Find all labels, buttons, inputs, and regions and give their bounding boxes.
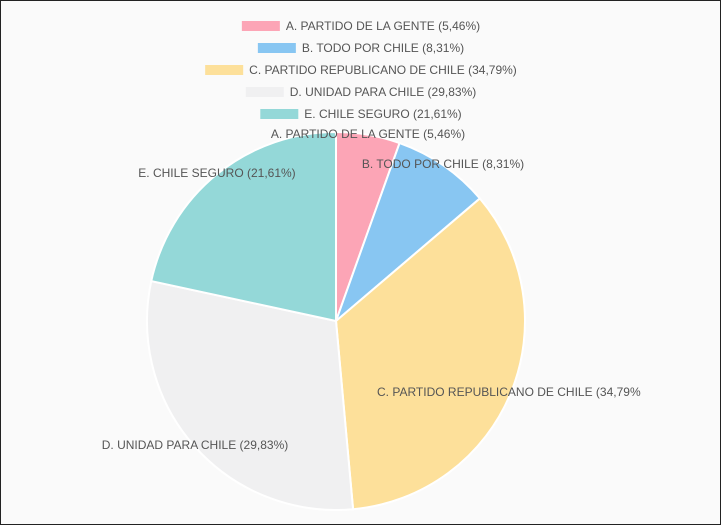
slice-label: D. UNIDAD PARA CHILE (29,83%) bbox=[102, 438, 289, 452]
legend-label: C. PARTIDO REPUBLICANO DE CHILE (34,79%) bbox=[249, 63, 517, 77]
slice-labels: A. PARTIDO DE LA GENTE (5,46%) B. TODO PO… bbox=[102, 127, 641, 452]
legend-item[interactable]: A. PARTIDO DE LA GENTE (5,46%) bbox=[241, 19, 480, 33]
legend: A. PARTIDO DE LA GENTE (5,46%) B. TODO PO… bbox=[205, 19, 517, 121]
legend-item[interactable]: D. UNIDAD PARA CHILE (29,83%) bbox=[245, 85, 477, 99]
slice-label: E. CHILE SEGURO (21,61%) bbox=[138, 166, 295, 180]
legend-swatch bbox=[257, 43, 296, 53]
legend-swatch bbox=[205, 65, 244, 75]
legend-swatch bbox=[241, 21, 280, 31]
legend-item[interactable]: C. PARTIDO REPUBLICANO DE CHILE (34,79%) bbox=[205, 63, 517, 77]
legend-label: A. PARTIDO DE LA GENTE (5,46%) bbox=[286, 19, 480, 33]
pie-slices bbox=[146, 130, 526, 511]
legend-item[interactable]: B. TODO POR CHILE (8,31%) bbox=[257, 41, 464, 55]
legend-item[interactable]: E. CHILE SEGURO (21,61%) bbox=[260, 107, 462, 121]
slice-label: A. PARTIDO DE LA GENTE (5,46%) bbox=[271, 127, 465, 141]
pie-slice[interactable] bbox=[150, 130, 337, 323]
pie-slice[interactable] bbox=[146, 279, 355, 511]
pie-slice[interactable] bbox=[334, 197, 526, 511]
legend-swatch bbox=[260, 109, 299, 119]
slice-label: B. TODO POR CHILE (8,31%) bbox=[362, 157, 524, 171]
slice-label: C. PARTIDO REPUBLICANO DE CHILE (34,79% bbox=[377, 385, 641, 399]
legend-swatch bbox=[245, 87, 284, 97]
legend-label: E. CHILE SEGURO (21,61%) bbox=[304, 107, 461, 121]
legend-label: D. UNIDAD PARA CHILE (29,83%) bbox=[290, 85, 477, 99]
legend-label: B. TODO POR CHILE (8,31%) bbox=[302, 41, 464, 55]
pie-slice[interactable] bbox=[333, 141, 482, 325]
